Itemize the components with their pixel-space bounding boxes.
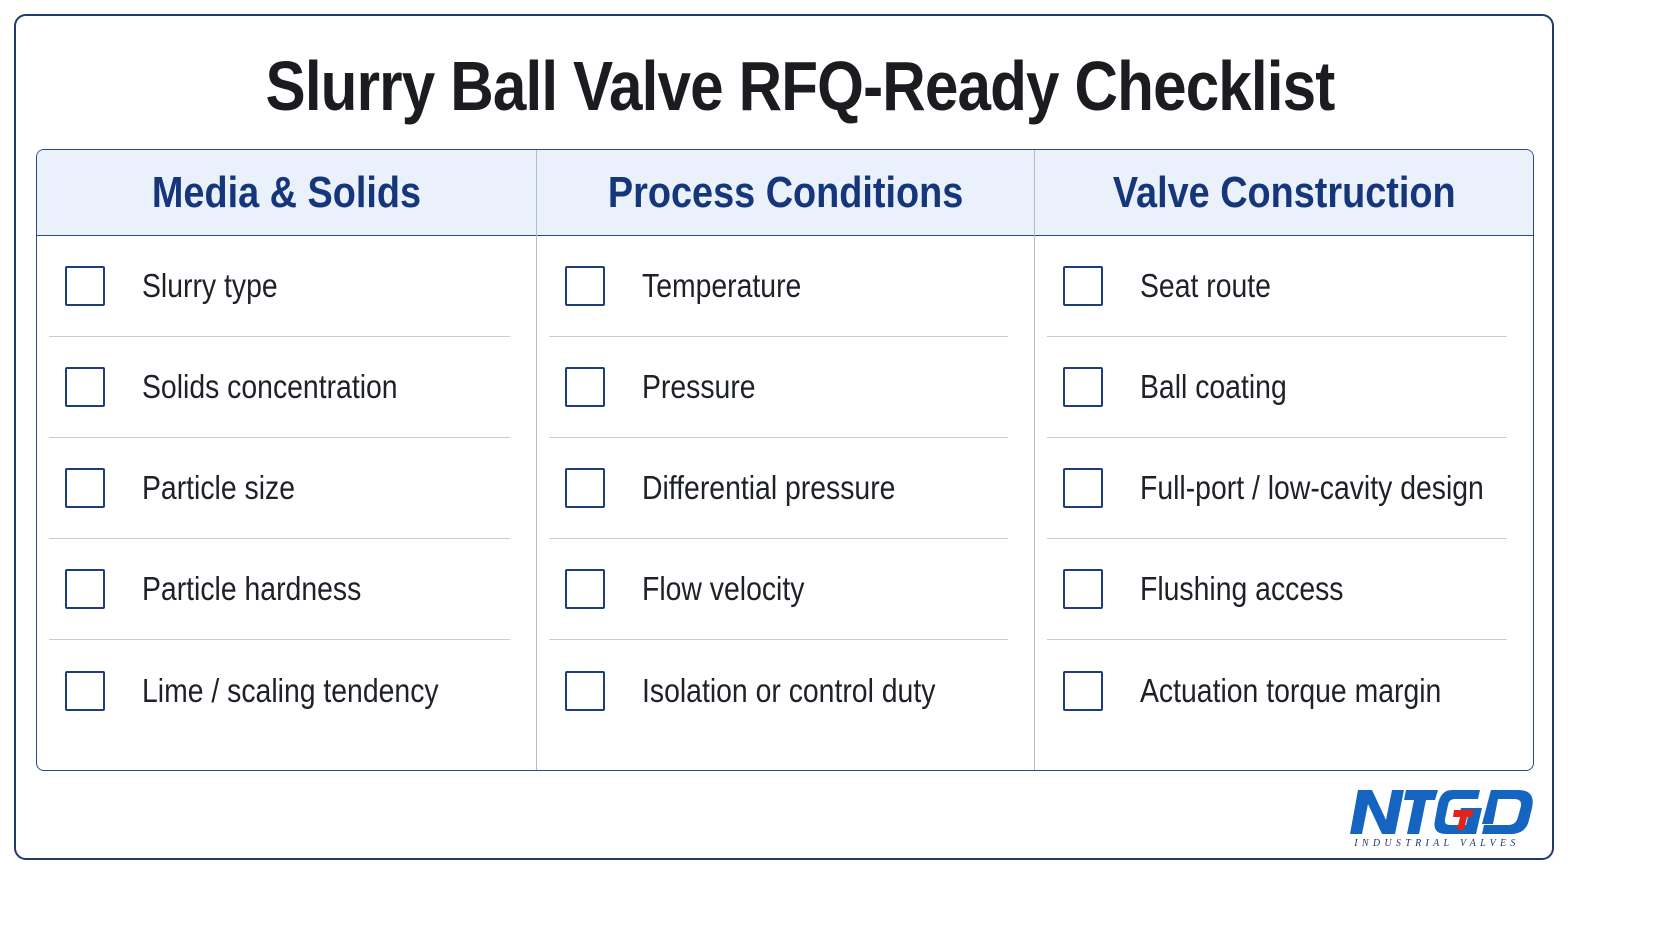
checklist-item[interactable]: Isolation or control duty bbox=[549, 640, 1009, 741]
checklist-item-label: Differential pressure bbox=[641, 469, 896, 506]
checklist-item[interactable]: Particle hardness bbox=[49, 539, 510, 640]
column-header-label: Media & Solids bbox=[151, 167, 421, 217]
ntgd-logo-mark bbox=[1350, 790, 1533, 834]
checkbox[interactable] bbox=[65, 670, 105, 711]
checkbox[interactable] bbox=[564, 367, 605, 407]
checklist-item-label: Flushing access bbox=[1140, 570, 1344, 607]
checkbox[interactable] bbox=[65, 367, 105, 407]
checklist-items: Seat route Ball coating Full-port / low-… bbox=[1047, 236, 1508, 741]
column-media-solids: Media & Solids Slurry type Solids concen… bbox=[37, 150, 536, 770]
checklist-item[interactable]: Lime / scaling tendency bbox=[49, 640, 510, 741]
checkbox[interactable] bbox=[65, 266, 105, 306]
checklist-item-label: Ball coating bbox=[1140, 368, 1288, 405]
checkbox[interactable] bbox=[1063, 367, 1104, 407]
checkbox[interactable] bbox=[564, 569, 605, 609]
checklist-item-label: Solids concentration bbox=[142, 368, 398, 405]
checklist-item-label: Particle size bbox=[142, 469, 295, 506]
checklist-item[interactable]: Ball coating bbox=[1047, 337, 1508, 438]
checklist-item-label: Flow velocity bbox=[641, 570, 805, 607]
column-header: Process Conditions bbox=[536, 150, 1035, 236]
checklist-item-label: Seat route bbox=[1140, 267, 1272, 304]
column-header-label: Process Conditions bbox=[607, 167, 964, 217]
checklist-item-label: Pressure bbox=[641, 368, 756, 405]
checkbox[interactable] bbox=[1063, 670, 1104, 711]
checklist-item[interactable]: Pressure bbox=[548, 337, 1009, 438]
column-valve-construction: Valve Construction Seat route Ball coati… bbox=[1034, 150, 1533, 770]
checklist-item[interactable]: Solids concentration bbox=[49, 337, 510, 438]
checklist-item[interactable]: Particle size bbox=[49, 438, 510, 539]
checklist-item-label: Full-port / low-cavity design bbox=[1140, 469, 1485, 506]
checklist-items: Temperature Pressure Differential pressu… bbox=[548, 236, 1009, 741]
checklist-item[interactable]: Temperature bbox=[548, 236, 1009, 337]
checklist-items: Slurry type Solids concentration Particl… bbox=[49, 236, 510, 741]
column-header-label: Valve Construction bbox=[1112, 167, 1456, 217]
checklist-item[interactable]: Differential pressure bbox=[548, 438, 1009, 539]
ntgd-logo: INDUSTRIAL VALVES bbox=[1346, 786, 1538, 850]
checkbox[interactable] bbox=[1063, 468, 1104, 508]
checklist-item[interactable]: Seat route bbox=[1047, 236, 1508, 337]
column-process-conditions: Process Conditions Temperature Pressure … bbox=[535, 150, 1035, 770]
checklist-item[interactable]: Flushing access bbox=[1047, 539, 1508, 640]
column-header: Media & Solids bbox=[37, 150, 536, 236]
checklist-item-label: Particle hardness bbox=[142, 570, 362, 607]
checklist-item-label: Isolation or control duty bbox=[641, 671, 936, 709]
checklist-item[interactable]: Flow velocity bbox=[548, 539, 1009, 640]
checklist-item-label: Actuation torque margin bbox=[1140, 671, 1442, 709]
column-header: Valve Construction bbox=[1035, 150, 1533, 236]
checklist-item[interactable]: Full-port / low-cavity design bbox=[1047, 438, 1508, 539]
page-title: Slurry Ball Valve RFQ-Ready Checklist bbox=[265, 47, 1336, 125]
logo-subtitle: INDUSTRIAL VALVES bbox=[1354, 838, 1520, 849]
checklist-table: Media & Solids Slurry type Solids concen… bbox=[36, 149, 1534, 771]
checkbox[interactable] bbox=[564, 670, 605, 711]
checkbox[interactable] bbox=[1063, 569, 1104, 609]
checkbox[interactable] bbox=[564, 468, 605, 508]
checkbox[interactable] bbox=[65, 468, 105, 508]
checkbox[interactable] bbox=[65, 569, 105, 609]
checklist-item-label: Lime / scaling tendency bbox=[142, 671, 439, 709]
checkbox[interactable] bbox=[1063, 266, 1104, 306]
checklist-item-label: Slurry type bbox=[142, 267, 278, 304]
checklist-item[interactable]: Slurry type bbox=[49, 236, 510, 337]
checkbox[interactable] bbox=[564, 266, 605, 306]
checklist-item-label: Temperature bbox=[641, 267, 802, 304]
checklist-item[interactable]: Actuation torque margin bbox=[1047, 640, 1507, 741]
